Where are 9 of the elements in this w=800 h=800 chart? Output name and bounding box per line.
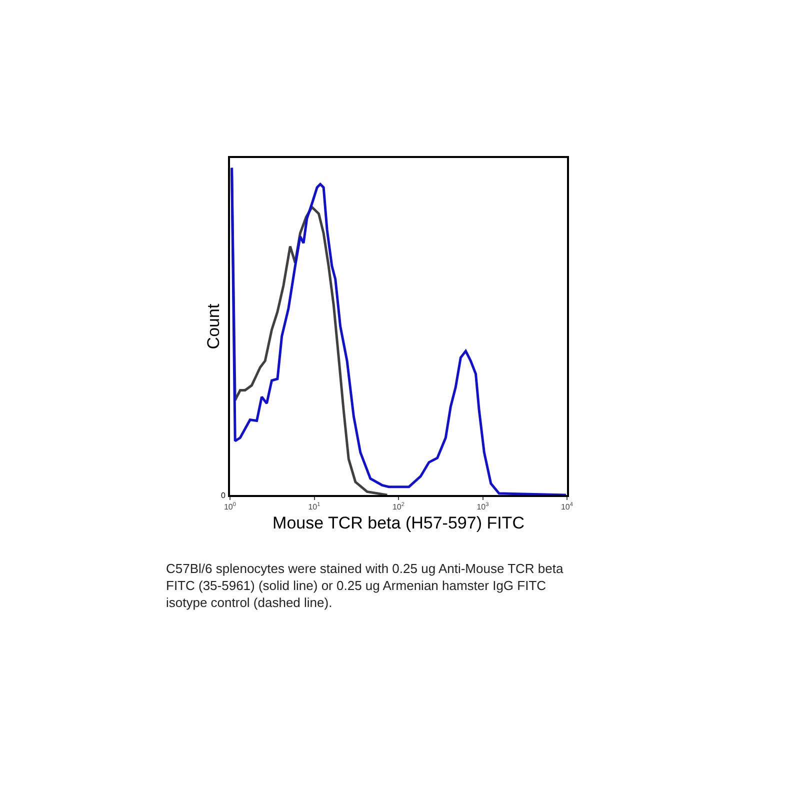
y-axis-title: Count (204, 304, 224, 350)
x-tick-label: 10$^{0}$ (224, 502, 236, 512)
x-tick-label: 10$^{4}$ (560, 502, 574, 512)
x-tick-label: 10$^{2}$ (392, 502, 405, 512)
x-axis-title: Mouse TCR beta (H57-597) FITC (272, 514, 524, 532)
text: C57Bl/6 splenocytes were stained with 0.25 ug Anti-Mouse TCR beta FITC (35-5961) (solid line) or 0.25 ug Armenian hamster IgG FITC isotype control (dashed line). (166, 561, 564, 610)
x-tick-label: 10$^{1}$ (308, 502, 320, 512)
text: 0 (221, 491, 226, 500)
x-tick-label: 10$^{3}$ (476, 502, 489, 512)
